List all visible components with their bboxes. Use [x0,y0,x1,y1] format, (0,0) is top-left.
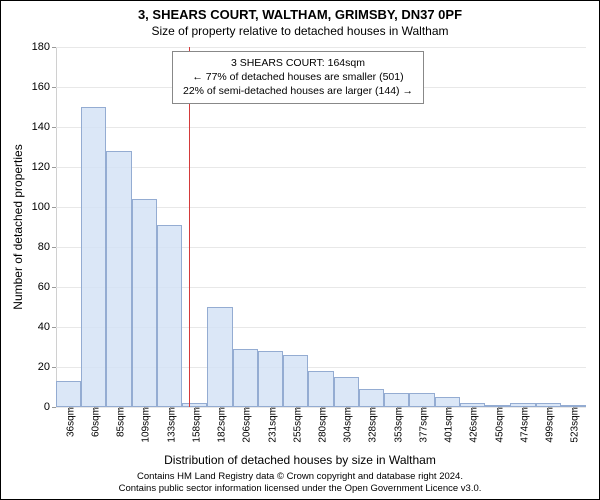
xtick-label: 426sqm [465,407,480,443]
xtick-label: 450sqm [490,407,505,443]
histogram-bar [132,199,157,407]
xtick-mark [573,407,574,411]
ytick-mark [52,87,56,88]
xtick-mark [498,407,499,411]
ytick-mark [52,407,56,408]
xtick-mark [447,407,448,411]
histogram-bar [409,393,434,407]
histogram-bar [207,307,232,407]
histogram-bar [384,393,409,407]
xtick-mark [220,407,221,411]
xtick-mark [371,407,372,411]
ytick-mark [52,327,56,328]
ytick-mark [52,127,56,128]
annotation-line: 3 SHEARS COURT: 164sqm [183,56,413,70]
x-axis-title: Distribution of detached houses by size … [1,453,599,467]
xtick-label: 328sqm [364,407,379,443]
xtick-label: 255sqm [288,407,303,443]
ytick-mark [52,287,56,288]
grid-line [56,127,586,128]
annotation-line: ← 77% of detached houses are smaller (50… [183,70,413,84]
annotation-line: 22% of semi-detached houses are larger (… [183,84,413,98]
footnote: Contains HM Land Registry data © Crown c… [1,471,599,495]
xtick-mark [472,407,473,411]
xtick-mark [245,407,246,411]
histogram-bar [334,377,359,407]
xtick-mark [548,407,549,411]
histogram-bar [308,371,333,407]
xtick-mark [144,407,145,411]
xtick-mark [523,407,524,411]
grid-line [56,167,586,168]
plot-area: 02040608010012014016018036sqm60sqm85sqm1… [56,47,586,407]
xtick-label: 304sqm [339,407,354,443]
xtick-label: 182sqm [213,407,228,443]
histogram-bar [81,107,106,407]
histogram-bar [435,397,460,407]
histogram-bar [359,389,384,407]
xtick-mark [296,407,297,411]
histogram-bar [106,151,131,407]
xtick-label: 523sqm [566,407,581,443]
chart-title-sub: Size of property relative to detached ho… [1,22,599,42]
xtick-label: 377sqm [414,407,429,443]
histogram-bar [258,351,283,407]
xtick-mark [69,407,70,411]
xtick-mark [170,407,171,411]
xtick-label: 401sqm [440,407,455,443]
xtick-label: 231sqm [263,407,278,443]
xtick-mark [119,407,120,411]
xtick-mark [397,407,398,411]
xtick-mark [195,407,196,411]
footnote-line1: Contains HM Land Registry data © Crown c… [1,471,599,483]
xtick-mark [94,407,95,411]
footnote-line2: Contains public sector information licen… [1,483,599,495]
xtick-label: 353sqm [389,407,404,443]
xtick-mark [271,407,272,411]
histogram-bar [157,225,182,407]
histogram-bar [233,349,258,407]
xtick-label: 60sqm [86,407,101,437]
xtick-label: 133sqm [162,407,177,443]
ytick-mark [52,367,56,368]
histogram-bar [56,381,81,407]
xtick-mark [321,407,322,411]
chart-container: 3, SHEARS COURT, WALTHAM, GRIMSBY, DN37 … [0,0,600,500]
chart-title-main: 3, SHEARS COURT, WALTHAM, GRIMSBY, DN37 … [1,1,599,22]
xtick-label: 474sqm [515,407,530,443]
xtick-label: 280sqm [314,407,329,443]
y-axis-line [56,47,57,407]
annotation-box: 3 SHEARS COURT: 164sqm← 77% of detached … [172,51,424,104]
grid-line [56,47,586,48]
xtick-label: 158sqm [187,407,202,443]
xtick-mark [422,407,423,411]
xtick-label: 109sqm [137,407,152,443]
xtick-label: 206sqm [238,407,253,443]
xtick-label: 85sqm [112,407,127,437]
xtick-mark [346,407,347,411]
xtick-label: 499sqm [541,407,556,443]
histogram-bar [283,355,308,407]
ytick-mark [52,167,56,168]
ytick-mark [52,247,56,248]
xtick-label: 36sqm [61,407,76,437]
ytick-mark [52,207,56,208]
ytick-mark [52,47,56,48]
